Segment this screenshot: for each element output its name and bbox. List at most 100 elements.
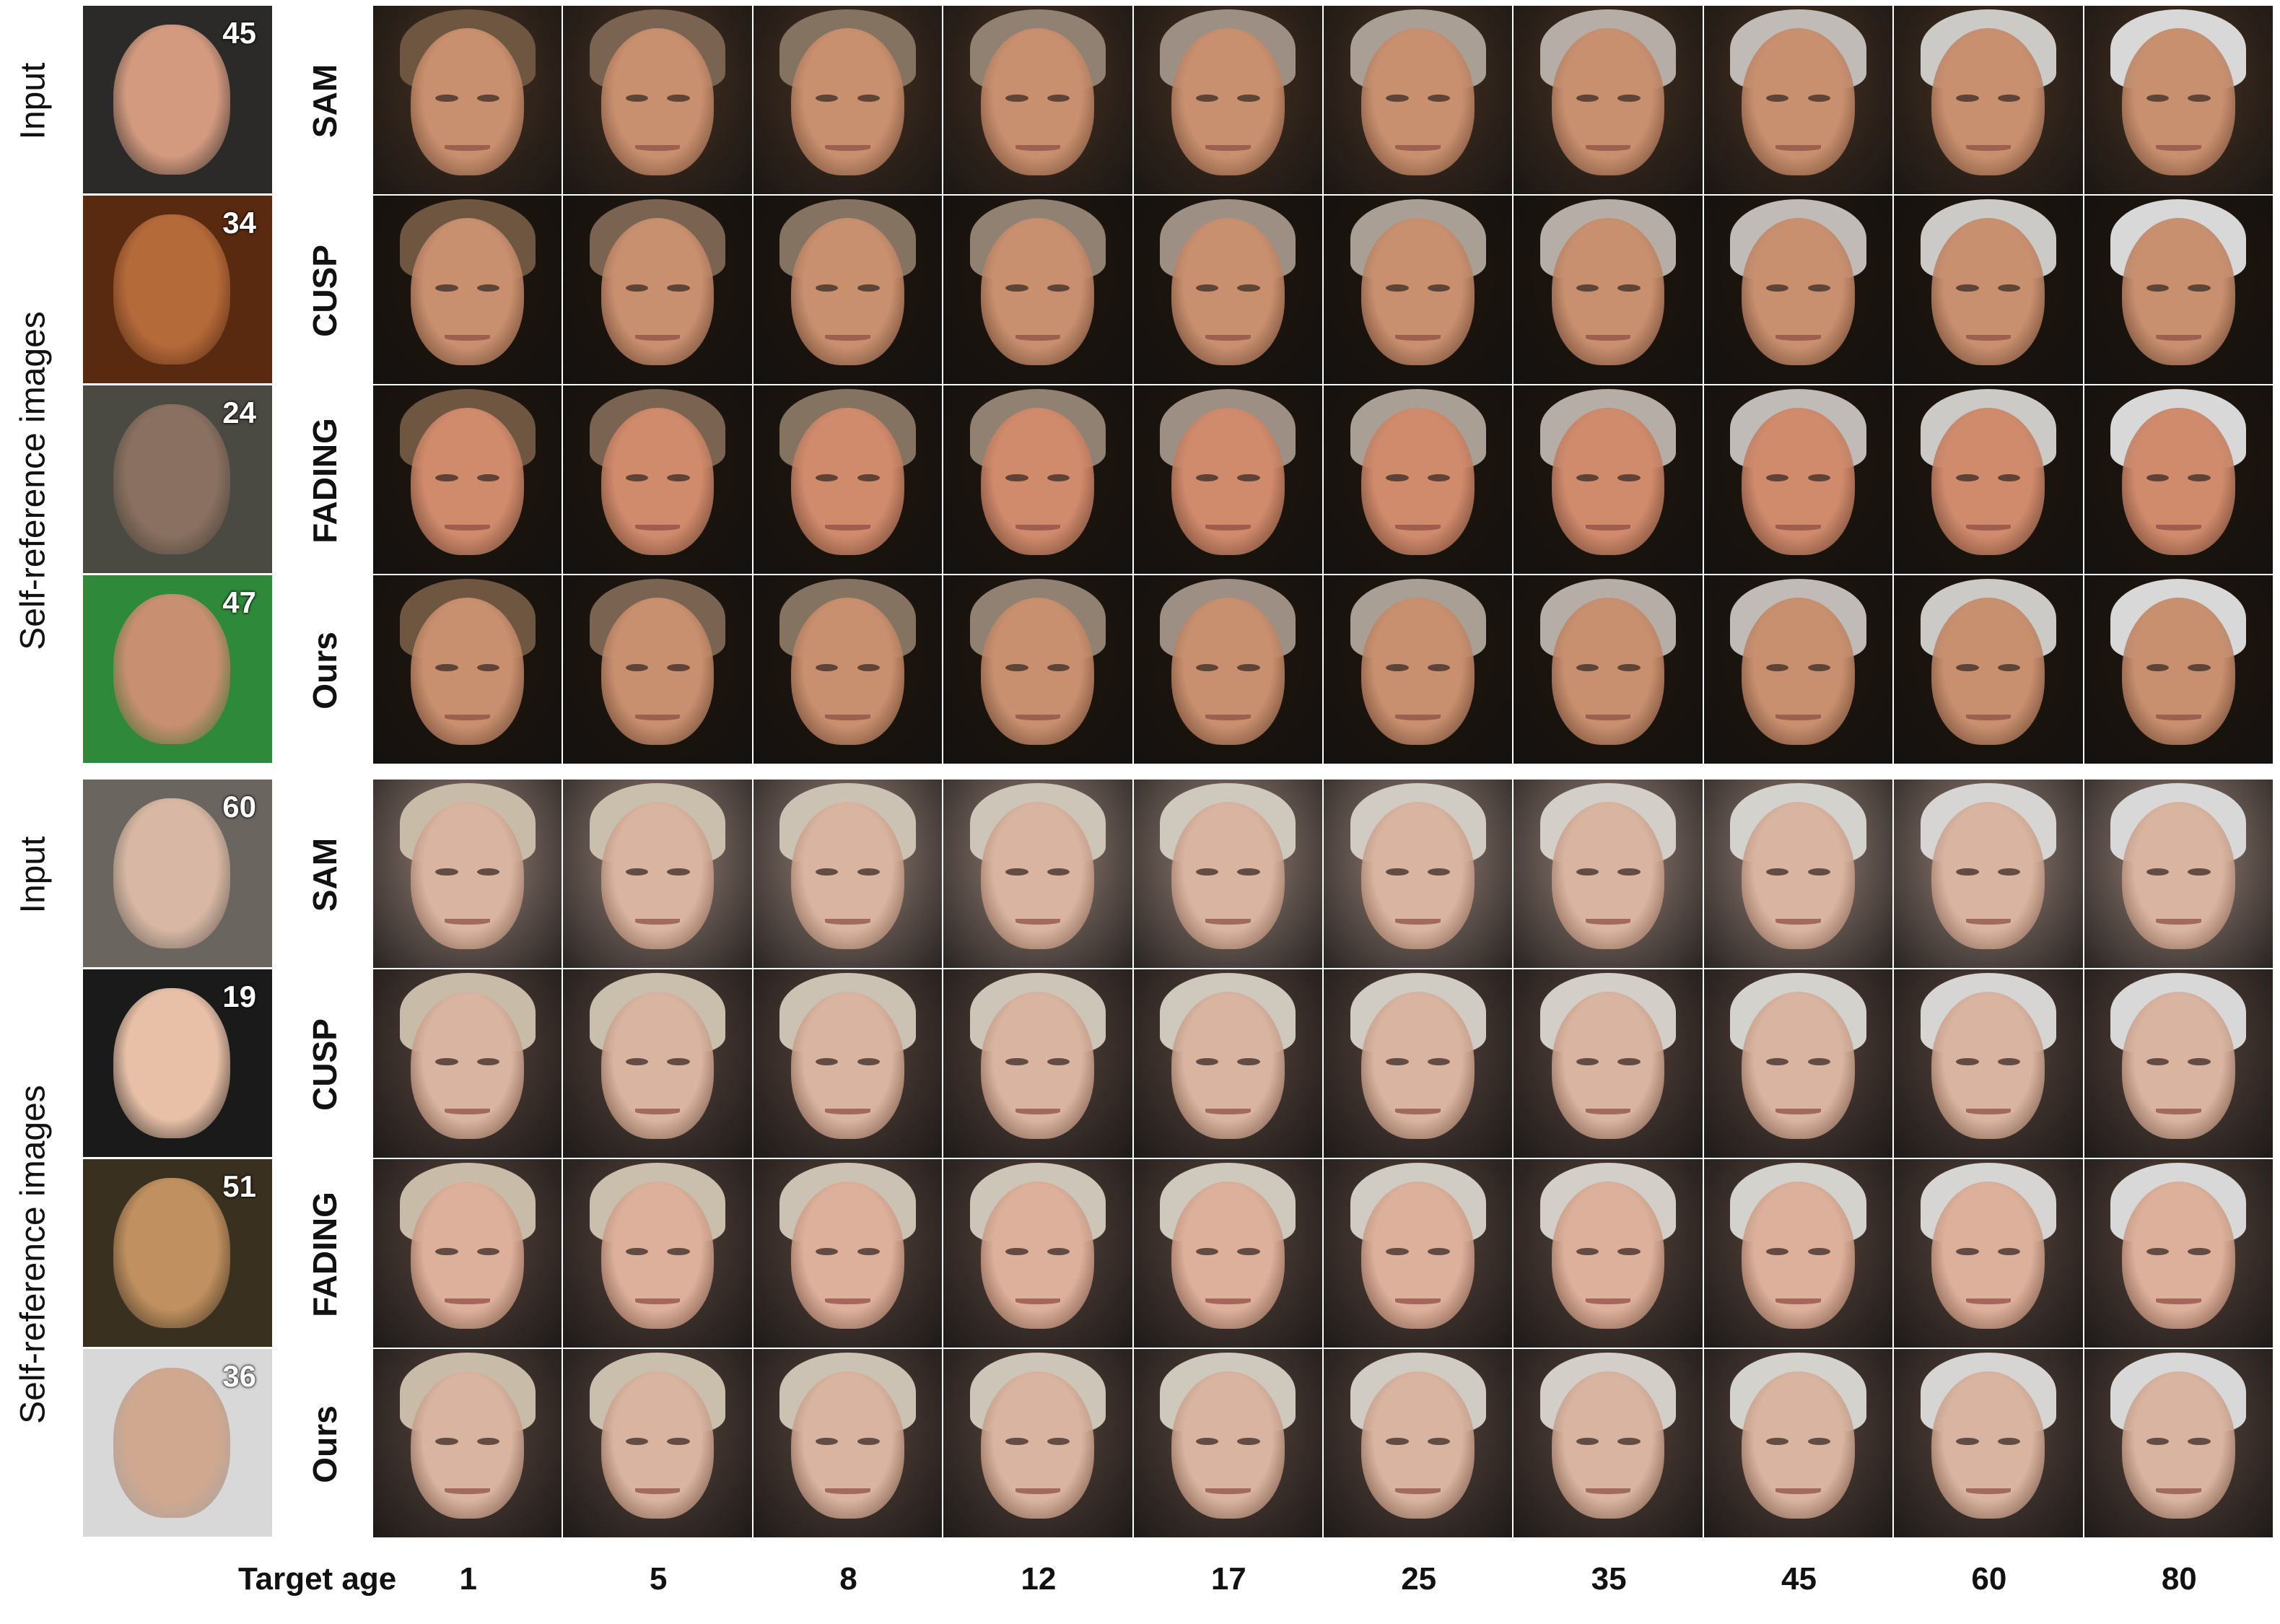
reference-age-label: 47 xyxy=(222,585,256,619)
result-image xyxy=(373,6,562,194)
face-photo xyxy=(113,214,231,364)
result-image xyxy=(1324,385,1513,574)
method-label-sam: SAM xyxy=(306,837,344,912)
result-image xyxy=(1703,969,1893,1158)
result-image xyxy=(943,780,1132,968)
result-image xyxy=(1133,196,1322,384)
target-age-tick: 25 xyxy=(1401,1561,1437,1597)
result-image xyxy=(1133,1159,1322,1348)
reference-age-label: 24 xyxy=(222,396,256,429)
result-image xyxy=(1894,575,2083,764)
target-age-tick: 35 xyxy=(1591,1561,1627,1597)
reference-image: 19 xyxy=(83,969,272,1157)
result-image xyxy=(1514,385,1703,574)
self-reference-label: Self-reference images xyxy=(14,1084,53,1424)
result-image xyxy=(1324,780,1513,968)
face-photo xyxy=(113,1178,231,1328)
result-image xyxy=(753,6,943,194)
result-image xyxy=(2084,780,2273,968)
result-image xyxy=(1133,385,1322,574)
result-image xyxy=(1703,575,1893,764)
face-photo xyxy=(113,988,231,1138)
method-label-cusp: CUSP xyxy=(306,1018,344,1111)
face-photo xyxy=(113,798,231,948)
method-label-fading: FADING xyxy=(306,417,344,543)
result-image xyxy=(1894,1159,2083,1348)
result-image xyxy=(373,575,562,764)
result-image xyxy=(753,385,943,574)
face-photo xyxy=(113,1368,231,1518)
result-image xyxy=(1703,6,1893,194)
result-image xyxy=(2084,1159,2273,1348)
result-image xyxy=(1324,1349,1513,1537)
result-image xyxy=(2084,575,2273,764)
method-label-sam: SAM xyxy=(306,64,344,138)
result-image xyxy=(1324,1159,1513,1348)
result-image xyxy=(1514,575,1703,764)
result-image xyxy=(2084,385,2273,574)
reference-age-label: 36 xyxy=(222,1359,256,1393)
result-image xyxy=(1703,385,1893,574)
target-age-tick: 60 xyxy=(1971,1561,2007,1597)
result-image xyxy=(1514,1159,1703,1348)
reference-image: 24 xyxy=(83,385,272,573)
result-image xyxy=(1324,969,1513,1158)
result-image xyxy=(1514,6,1703,194)
target-age-tick: 17 xyxy=(1210,1561,1246,1597)
result-image xyxy=(753,1349,943,1537)
result-image xyxy=(563,196,752,384)
result-image xyxy=(1894,385,2083,574)
result-image xyxy=(2084,1349,2273,1537)
result-image xyxy=(373,1349,562,1537)
result-image xyxy=(563,575,752,764)
target-age-tick: 12 xyxy=(1021,1561,1057,1597)
reference-age-label: 45 xyxy=(222,16,256,50)
result-image xyxy=(373,385,562,574)
result-image xyxy=(753,1159,943,1348)
result-image xyxy=(753,196,943,384)
result-image xyxy=(1894,196,2083,384)
result-image xyxy=(563,6,752,194)
result-image xyxy=(373,780,562,968)
target-age-tick: 1 xyxy=(459,1561,477,1597)
result-image xyxy=(1324,575,1513,764)
result-image xyxy=(2084,969,2273,1158)
result-image xyxy=(1133,575,1322,764)
result-image xyxy=(373,196,562,384)
reference-age-label: 60 xyxy=(222,790,256,824)
self-reference-label: Self-reference images xyxy=(14,310,53,650)
target-age-tick: 8 xyxy=(839,1561,857,1597)
result-image xyxy=(373,969,562,1158)
result-image xyxy=(563,969,752,1158)
reference-image: 47 xyxy=(83,575,272,763)
result-image xyxy=(943,385,1132,574)
result-image xyxy=(1703,1349,1893,1537)
reference-image: 34 xyxy=(83,196,272,383)
result-image xyxy=(943,969,1132,1158)
result-image xyxy=(1514,969,1703,1158)
result-image xyxy=(1133,1349,1322,1537)
result-image xyxy=(1894,969,2083,1158)
result-image xyxy=(1133,6,1322,194)
reference-image: 36 xyxy=(83,1349,272,1537)
result-image xyxy=(1894,1349,2083,1537)
result-image xyxy=(1514,780,1703,968)
result-image xyxy=(1703,196,1893,384)
face-photo xyxy=(113,404,231,554)
result-image xyxy=(563,780,752,968)
result-image xyxy=(1894,780,2083,968)
reference-image: 51 xyxy=(83,1159,272,1347)
result-image xyxy=(943,575,1132,764)
result-image xyxy=(1133,780,1322,968)
result-image xyxy=(563,1349,752,1537)
result-image xyxy=(943,196,1132,384)
reference-age-label: 51 xyxy=(222,1169,256,1203)
method-label-cusp: CUSP xyxy=(306,244,344,337)
result-image xyxy=(1703,780,1893,968)
result-image xyxy=(1324,6,1513,194)
result-image xyxy=(1324,196,1513,384)
reference-image: 45 xyxy=(83,6,272,193)
reference-age-label: 19 xyxy=(222,979,256,1013)
result-image xyxy=(753,780,943,968)
reference-age-label: 34 xyxy=(222,206,256,240)
